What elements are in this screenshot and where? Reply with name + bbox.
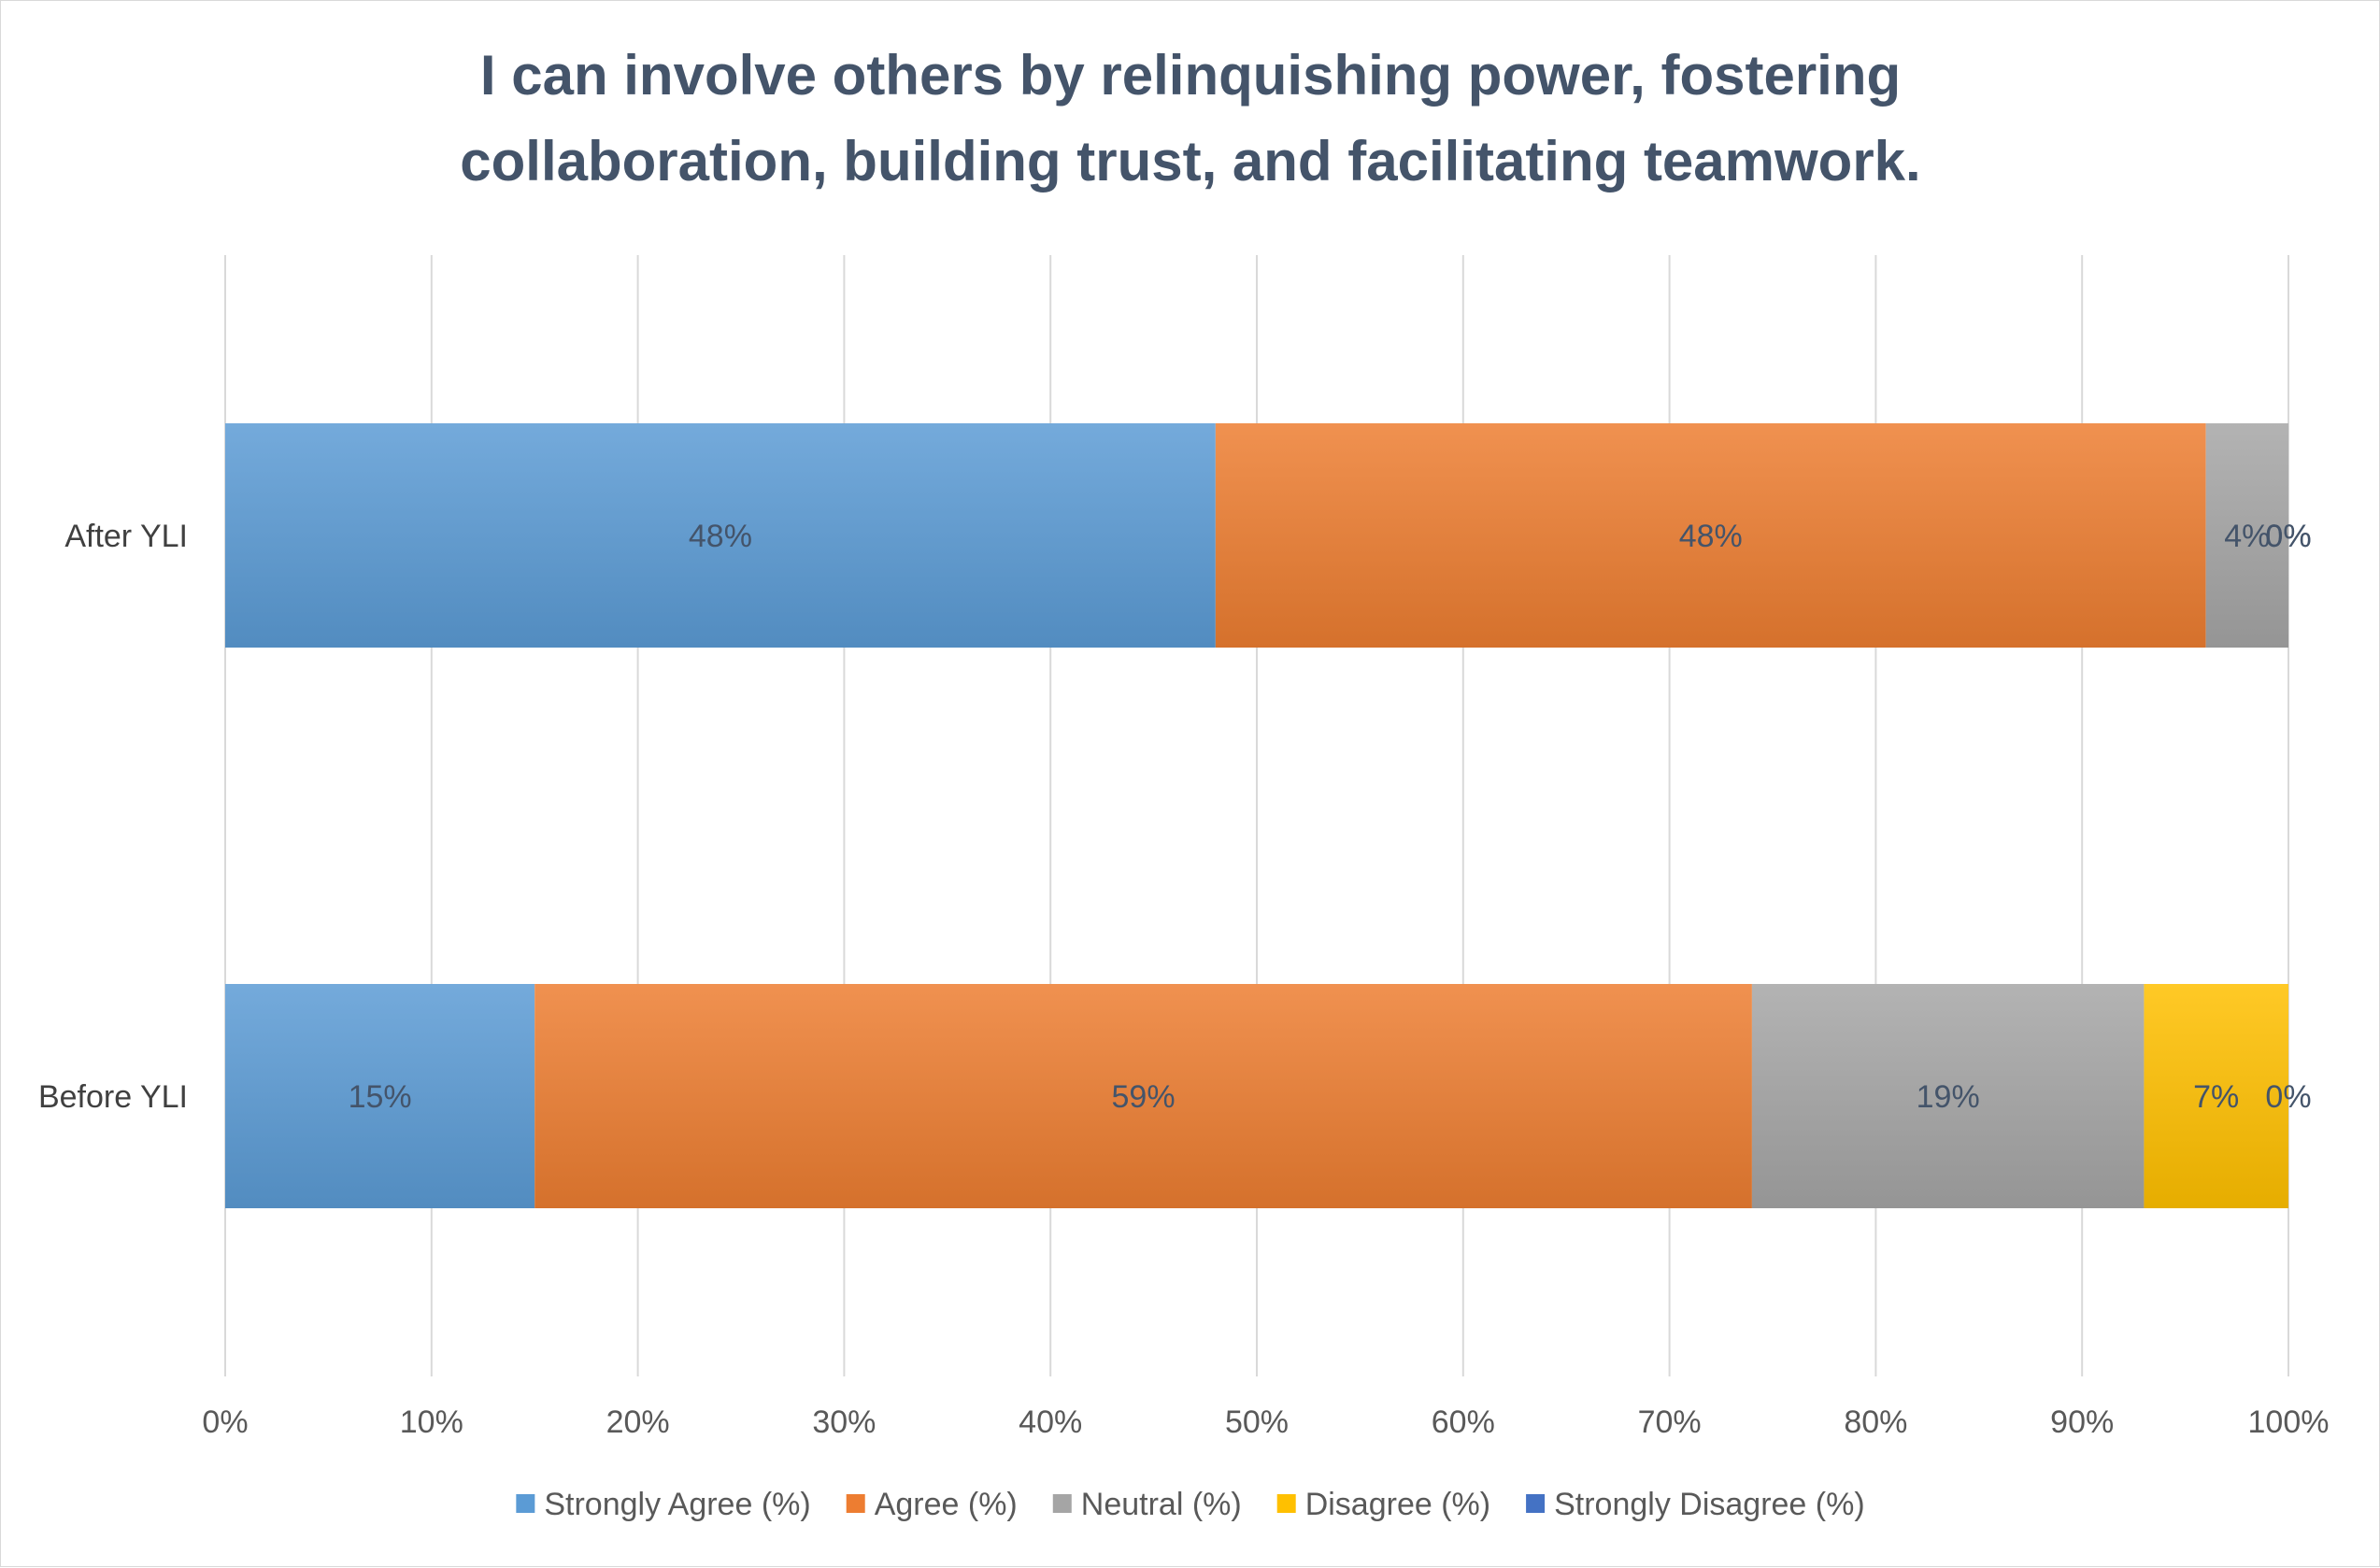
data-label: 0% — [2265, 1079, 2311, 1115]
legend-label: Neutral (%) — [1081, 1487, 1242, 1522]
x-tick-label: 20% — [606, 1404, 670, 1440]
legend-swatch — [1526, 1494, 1546, 1513]
chart-title-line-2: collaboration, building trust, and facil… — [460, 130, 1920, 192]
legend-item-strongly-disagree: Strongly Disagree (%) — [1526, 1487, 1865, 1522]
data-label: 7% — [2193, 1079, 2239, 1115]
bar-segment-disagree — [2144, 984, 2288, 1208]
legend-item-agree: Agree (%) — [846, 1487, 1018, 1522]
legend-item-neutral: Neutral (%) — [1052, 1487, 1242, 1522]
bar-segment-neutral — [2205, 423, 2288, 648]
legend-label: Strongly Disagree (%) — [1554, 1487, 1865, 1522]
legend-label: Agree (%) — [875, 1487, 1018, 1522]
chart-title-line-1: I can involve others by relinquishing po… — [480, 44, 1901, 107]
legend-swatch — [1276, 1494, 1296, 1513]
data-label: 0% — [2265, 519, 2311, 554]
x-tick-label: 30% — [812, 1404, 876, 1440]
bar-segment-agree — [534, 984, 1752, 1208]
category-axis: After YLI Before YLI — [38, 519, 188, 1115]
bar-segment-agree — [1215, 423, 2206, 648]
legend-label: Disagree (%) — [1305, 1487, 1490, 1522]
x-tick-label: 100% — [2248, 1404, 2330, 1440]
data-labels: 48% 48% 4%0%0%15% 59% 19% 7% 0% — [349, 519, 2312, 1115]
legend-swatch — [1052, 1494, 1072, 1513]
data-label: 48% — [689, 519, 752, 554]
value-axis: 0% 10% 20% 30% 40% 50% 60% 70% 80% 90% 100% — [202, 1404, 2329, 1440]
x-tick-label: 90% — [2050, 1404, 2114, 1440]
legend-swatch — [516, 1494, 535, 1513]
legend-item-strongly-agree: Strongly Agree (%) — [516, 1487, 811, 1522]
chart-title: I can involve others by relinquishing po… — [460, 44, 1920, 192]
x-tick-label: 60% — [1432, 1404, 1495, 1440]
category-label: Before YLI — [38, 1079, 188, 1115]
x-tick-label: 0% — [202, 1404, 248, 1440]
x-tick-label: 10% — [400, 1404, 463, 1440]
legend-item-disagree: Disagree (%) — [1276, 1487, 1490, 1522]
bar-segment-strongly-agree — [225, 423, 1216, 648]
x-tick-label: 70% — [1638, 1404, 1702, 1440]
data-label: 48% — [1679, 519, 1743, 554]
x-tick-label: 50% — [1225, 1404, 1289, 1440]
data-label: 0% — [2265, 519, 2311, 554]
legend: Strongly Agree (%) Agree (%) Neutral (%) Di… — [516, 1487, 1865, 1522]
category-label: After YLI — [64, 519, 188, 554]
bar-segment-neutral — [1751, 984, 2145, 1208]
data-label: 15% — [349, 1079, 412, 1115]
bars — [225, 423, 2288, 1208]
legend-swatch — [846, 1494, 865, 1513]
data-label: 59% — [1112, 1079, 1176, 1115]
data-label: 4% — [2224, 519, 2270, 554]
bar-segment-strongly-agree — [225, 984, 535, 1208]
x-tick-label: 80% — [1844, 1404, 1907, 1440]
data-label: 19% — [1917, 1079, 1980, 1115]
legend-label: Strongly Agree (%) — [544, 1487, 810, 1522]
x-tick-label: 40% — [1019, 1404, 1082, 1440]
